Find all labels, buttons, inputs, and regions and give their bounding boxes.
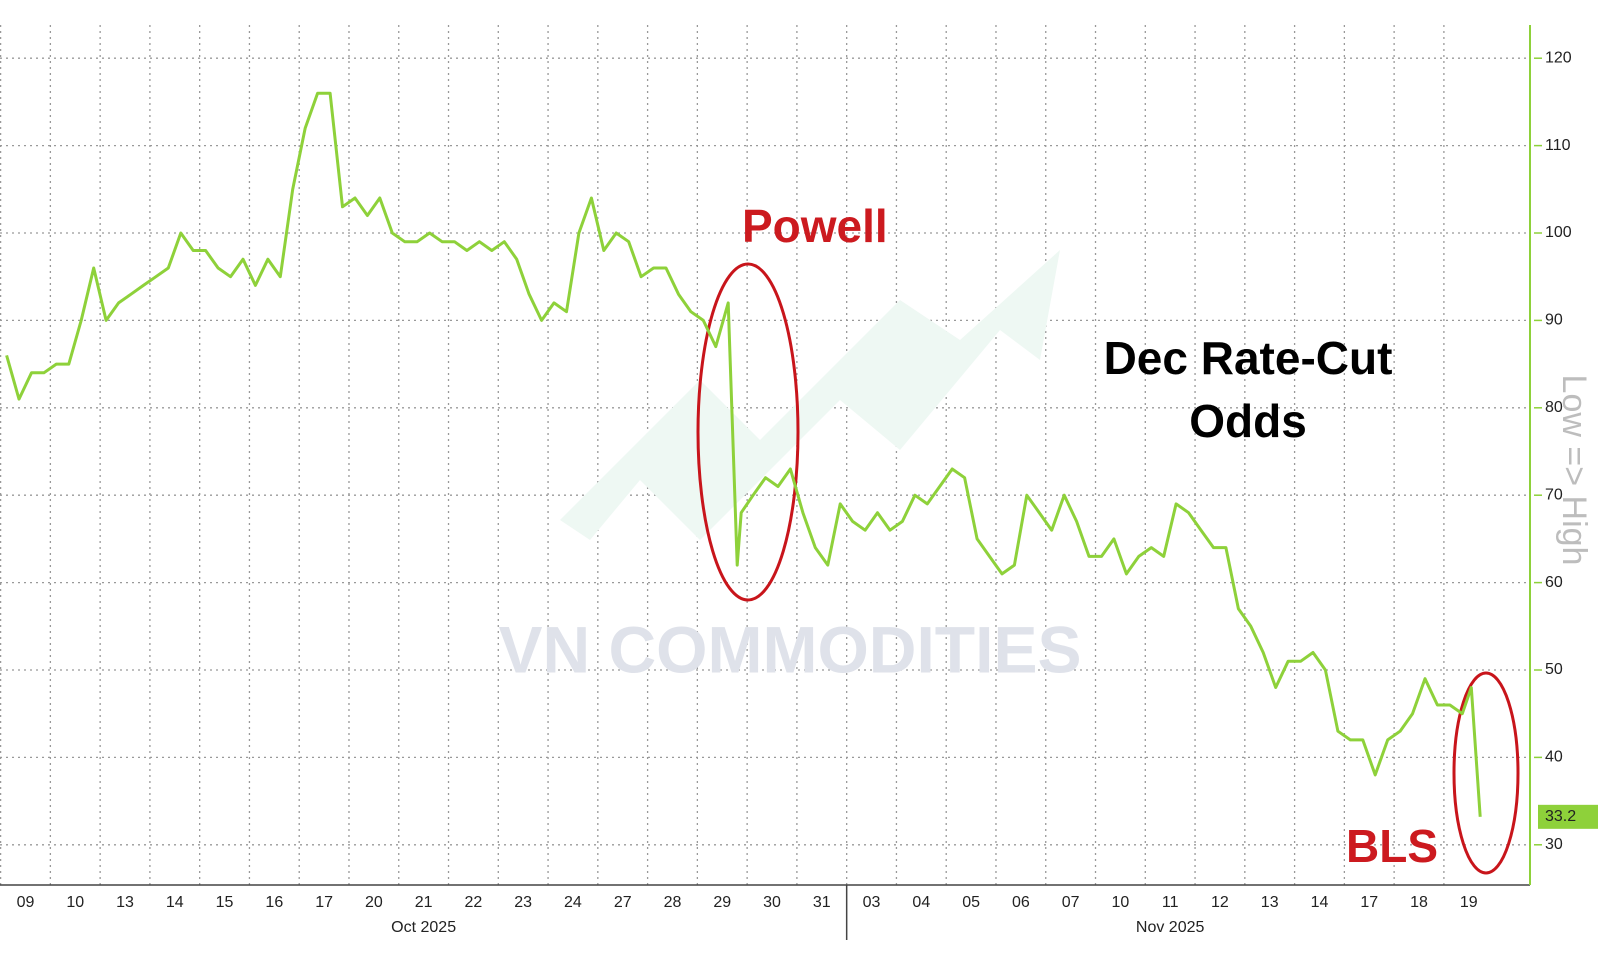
x-tick-label: 15 — [216, 894, 234, 911]
watermark-arrow — [560, 250, 1060, 540]
x-tick-label: 11 — [1162, 894, 1179, 911]
x-tick-label: 13 — [116, 894, 134, 911]
x-tick-label: 09 — [17, 894, 35, 911]
x-tick-label: 27 — [614, 894, 632, 911]
y-tick-label: 80 — [1545, 399, 1563, 416]
x-tick-label: 19 — [1460, 894, 1478, 911]
watermark: VN COMMODITIES — [498, 612, 1081, 686]
y-tick-label: 70 — [1545, 486, 1563, 503]
x-tick-label: 20 — [365, 894, 383, 911]
x-tick-label: 28 — [664, 894, 682, 911]
x-tick-label: 14 — [1311, 894, 1329, 911]
x-tick-label: 22 — [465, 894, 483, 911]
highlight-ellipse — [696, 262, 800, 602]
month-label: Oct 2025 — [391, 919, 456, 936]
x-tick-label: 16 — [265, 894, 283, 911]
x-tick-label: 07 — [1062, 894, 1080, 911]
y-tick-label: 30 — [1545, 836, 1563, 853]
x-tick-label: 21 — [415, 894, 433, 911]
x-tick-label: 05 — [962, 894, 980, 911]
x-tick-label: 31 — [813, 894, 831, 911]
y-tick-label: 40 — [1545, 749, 1563, 766]
x-tick-label: 04 — [912, 894, 930, 911]
last-value-box — [1538, 804, 1598, 829]
annotation: Odds — [1189, 395, 1307, 447]
x-tick-label: 12 — [1211, 894, 1229, 911]
annotation: BLS — [1346, 820, 1438, 872]
x-tick-label: 30 — [763, 894, 781, 911]
x-tick-label: 10 — [1112, 894, 1130, 911]
x-tick-label: 18 — [1410, 894, 1428, 911]
x-tick-label: 17 — [315, 894, 333, 911]
annotation: Powell — [742, 200, 888, 252]
y-tick-label: 90 — [1545, 312, 1563, 329]
annotation: Dec Rate-Cut — [1104, 332, 1393, 384]
y-tick-label: 120 — [1545, 49, 1572, 66]
y-tick-label: 60 — [1545, 574, 1563, 591]
y-tick-label: 110 — [1545, 137, 1571, 154]
y-axis-label: Low => High — [1555, 375, 1593, 566]
y-tick-label: 50 — [1545, 661, 1563, 678]
highlight-ellipse — [1452, 671, 1520, 875]
x-tick-label: 24 — [564, 894, 582, 911]
y-tick-label: 100 — [1545, 224, 1572, 241]
month-label: Nov 2025 — [1136, 919, 1205, 936]
line-series — [5, 91, 1482, 817]
x-tick-label: 23 — [514, 894, 532, 911]
x-tick-label: 13 — [1261, 894, 1279, 911]
x-tick-label: 29 — [713, 894, 731, 911]
x-tick-label: 17 — [1360, 894, 1378, 911]
x-tick-label: 06 — [1012, 894, 1030, 911]
last-value-label: 33.2 — [1545, 808, 1576, 825]
x-tick-label: 14 — [166, 894, 184, 911]
x-tick-label: 10 — [66, 894, 84, 911]
x-tick-label: 03 — [863, 894, 881, 911]
